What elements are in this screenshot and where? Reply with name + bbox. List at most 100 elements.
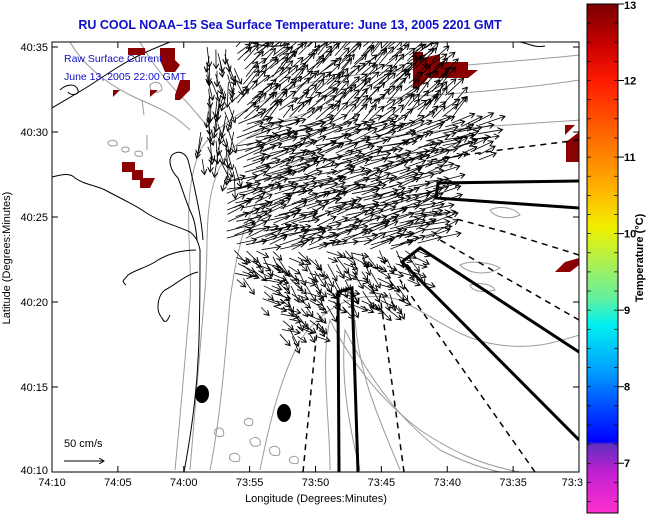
current-vector [397,271,415,277]
current-vector [380,149,403,153]
current-vector [271,171,296,182]
current-vector [307,161,335,175]
colorbar-label: Temperature (°C) [634,213,646,303]
current-vector [220,60,223,77]
current-vector [299,171,322,180]
current-vector [387,208,408,216]
current-vector [299,122,325,131]
current-vector [263,285,281,294]
current-vector [226,183,252,194]
current-vector [370,272,380,288]
overlay-line1: Raw Surface Current [64,53,162,65]
current-vector [246,250,259,262]
current-vector [298,270,306,286]
current-vector [371,230,401,236]
current-vector [242,122,263,132]
current-vector [291,215,316,224]
current-vector [273,305,286,311]
current-vector [316,312,326,323]
current-vector [398,287,407,301]
current-vector [342,178,369,190]
current-vector [413,112,435,124]
current-vector [253,258,263,274]
current-vector [237,44,251,54]
current-vector [307,277,318,281]
current-vector [345,210,375,216]
current-vector [236,217,262,222]
current-vector [318,217,336,226]
current-vector [269,101,282,117]
current-vector [404,80,420,91]
current-vector [216,109,220,132]
current-vector [262,298,281,305]
current-vector [326,251,343,257]
current-vector [308,333,314,342]
current-vector [362,87,379,105]
current-vector [272,301,284,303]
current-vector [217,147,224,165]
current-vector [265,167,291,176]
current-vector [407,45,423,62]
current-vector [378,65,392,77]
current-vector [469,139,486,148]
current-vector [234,166,241,187]
current-vector [246,137,273,146]
current-vector [272,251,282,260]
current-vector [306,178,332,183]
y-axis: 40:10 40:15 40:20 40:25 40:30 40:35 [20,42,579,477]
current-vector [288,266,300,273]
current-vector [232,88,234,102]
plot-area [52,42,579,472]
current-vector [317,322,327,334]
current-vector [271,286,282,290]
current-vector [478,153,496,161]
current-vector [355,61,371,75]
current-vector [221,96,227,111]
current-vector [245,227,270,239]
current-vector [227,82,228,107]
current-vector [318,241,336,250]
current-vector [327,188,346,195]
current-vector [404,229,425,239]
current-vector [272,68,291,82]
current-vector [243,211,267,224]
current-vector [288,43,303,61]
current-vector [362,42,370,47]
current-vector [324,279,332,292]
current-vector [206,56,209,72]
current-vector [326,293,336,297]
current-vector [377,257,387,261]
current-vector [202,159,204,174]
current-vector [327,264,337,281]
current-vector [395,167,422,180]
current-vector [370,240,392,250]
current-vector [445,121,465,128]
current-vector [264,135,290,146]
colorbar [586,3,619,514]
current-vector [408,183,430,187]
current-vector [470,141,493,153]
current-vector [379,283,393,288]
current-vector [282,105,293,118]
current-vector [235,42,242,48]
colorbar-tick-label: 11 [624,152,636,164]
current-vector [353,235,378,239]
current-vector [404,116,424,127]
current-vector [363,233,385,246]
current-vector [451,97,467,118]
current-vector [233,176,258,182]
current-vector [335,143,358,154]
current-vector [361,188,380,196]
current-vector [369,278,373,289]
current-vector [415,219,436,230]
buoy-marker [195,385,209,403]
current-vector [279,187,305,202]
current-vector [350,55,367,70]
current-vector [405,224,430,229]
current-vector [336,204,361,216]
current-vector [317,306,327,313]
current-vector [263,291,273,300]
current-vector [299,320,303,331]
current-vector [362,263,372,265]
current-vector [227,206,244,215]
